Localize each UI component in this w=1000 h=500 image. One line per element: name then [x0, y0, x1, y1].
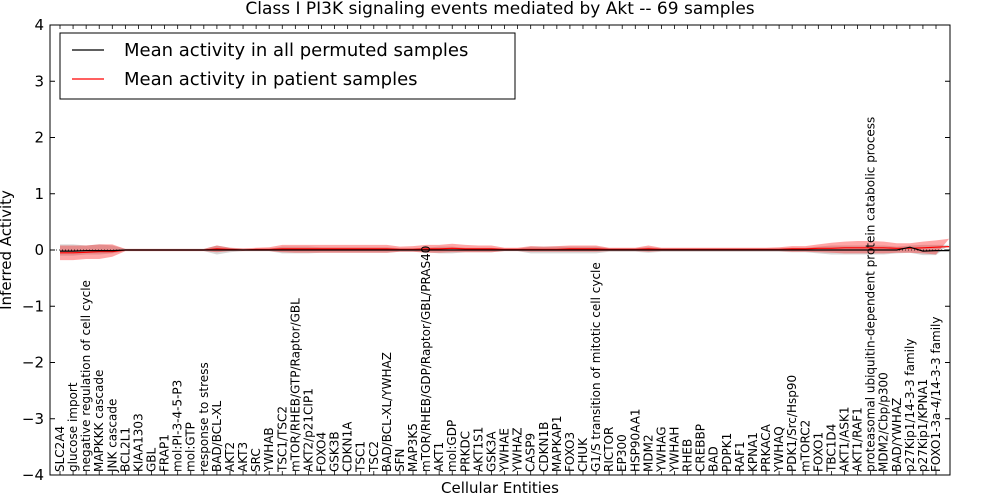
y-tick-label: −1 — [22, 297, 44, 315]
x-category-label: SFN — [393, 449, 407, 473]
legend-label-permuted: Mean activity in all permuted samples — [124, 40, 468, 61]
legend-box — [59, 32, 516, 100]
x-category-label: RICTOR — [602, 427, 616, 472]
x-category-label: BAD/YWHAZ — [890, 398, 904, 472]
x-category-label: BCL2L1 — [118, 427, 132, 472]
x-category-label: TSC1 — [354, 441, 368, 473]
chart-title: Class I PI3K signaling events mediated b… — [245, 0, 754, 19]
x-category-label: MDM2/Cbp/p300 — [877, 372, 891, 472]
x-category-label: KIAA1303 — [131, 413, 145, 472]
x-category-label: MDM2 — [641, 434, 655, 472]
x-category-label: KPNA1 — [746, 432, 760, 472]
x-category-label: BAD/BCL-XL — [210, 400, 224, 472]
x-category-label: mTOR/RHEB/GDP/Raptor/GBL/PRAS40 — [419, 246, 433, 472]
x-category-label: mol:GTP — [184, 422, 198, 472]
x-category-label: AKT2 — [223, 442, 237, 472]
x-category-label: CASP9 — [524, 433, 538, 472]
x-category-label: TBC1D4 — [824, 424, 838, 473]
x-category-label: YWHAQ — [772, 426, 786, 473]
y-tick-label: 0 — [34, 241, 44, 259]
x-category-label: AKT1/RAF1 — [851, 407, 865, 472]
x-category-label: YWHAG — [654, 426, 668, 473]
x-category-label: AKT1 — [432, 442, 446, 472]
x-category-label: mTOR/RHEB/GTP/Raptor/GBL — [288, 298, 302, 472]
x-category-label: FRAP1 — [158, 434, 172, 472]
y-tick-label: 3 — [34, 72, 44, 90]
y-axis-label: Inferred Activity — [0, 190, 15, 310]
x-category-label: response to stress — [197, 362, 211, 472]
x-category-label: GBL — [145, 447, 159, 472]
x-category-label: mTORC2 — [798, 420, 812, 472]
x-category-label: GSK3B — [328, 431, 342, 472]
x-category-label: TSC2 — [367, 441, 381, 473]
x-category-label: mol:GDP — [445, 420, 459, 472]
x-category-label: HSP90AA1 — [628, 408, 642, 472]
x-category-label: mol:PI-3-4-5-P3 — [171, 380, 185, 472]
series-line-permuted — [60, 246, 950, 252]
x-category-label: MAP3K5 — [406, 423, 420, 472]
x-category-label: BAD/BCL-XL/YWHAZ — [380, 352, 394, 472]
x-category-label: PRKACA — [759, 423, 773, 472]
x-category-label: AKT1S1 — [471, 427, 485, 472]
x-category-label: RAF1 — [733, 441, 747, 472]
x-category-label: EP300 — [615, 434, 629, 472]
y-tick-label: −4 — [22, 466, 44, 484]
x-category-label: PDK1/Src/Hsp90 — [785, 375, 799, 472]
x-category-label: MAPKAP1 — [550, 415, 564, 472]
legend-label-patient: Mean activity in patient samples — [124, 69, 418, 90]
x-category-label: CDKN1B — [537, 422, 551, 472]
x-category-label: YWHAE — [498, 428, 512, 473]
x-category-label: CDKN1A — [341, 421, 355, 472]
x-category-label: glucose import — [66, 382, 80, 472]
x-category-label: SLC2A4 — [53, 426, 67, 472]
x-category-label: AKT1/ASK1 — [838, 407, 852, 472]
x-category-label: G1/S transition of mitotic cell cycle — [589, 262, 603, 472]
x-category-label: p27Kip1/KPNA1 — [916, 379, 930, 472]
x-category-label: p27Kip1/14-3-3 family — [903, 339, 917, 472]
x-category-label: YWHAZ — [511, 427, 525, 473]
y-tick-label: −3 — [22, 410, 44, 428]
x-category-label: CREBBP — [694, 424, 708, 472]
x-category-label: proteasomal ubiquitin-dependent protein … — [864, 117, 878, 472]
x-category-label: FOXO3 — [563, 432, 577, 472]
x-category-label: AKT2/p21CIP1 — [301, 388, 315, 472]
y-tick-label: −2 — [22, 354, 44, 372]
x-category-label: FOXO1 — [811, 432, 825, 472]
x-category-label: CHUK — [576, 437, 590, 472]
x-category-label: MAPKKK cascade — [92, 370, 106, 472]
x-category-label: AKT3 — [236, 442, 250, 472]
x-category-label: TSC1/TSC2 — [275, 406, 289, 473]
x-category-label: RHEB — [681, 439, 695, 472]
x-category-label: YWHAB — [262, 427, 276, 473]
x-category-label: FOXO1-3a-4/14-3-3 family — [929, 317, 943, 473]
x-category-label: PDPK1 — [720, 433, 734, 472]
x-axis-label: Cellular Entities — [441, 479, 559, 497]
y-tick-label: 2 — [34, 129, 44, 147]
x-category-label: JNK cascade — [105, 399, 119, 473]
legend: Mean activity in all permuted samples Me… — [59, 32, 516, 100]
x-category-label: GSK3A — [485, 431, 499, 472]
y-tick-label: 1 — [34, 185, 44, 203]
x-category-label: YWHAH — [668, 427, 682, 473]
y-tick-label: 4 — [34, 16, 44, 34]
x-category-label: BAD — [707, 446, 721, 472]
x-category-label: SRC — [249, 448, 263, 472]
x-category-label: PRKDC — [458, 431, 472, 472]
x-category-label: negative regulation of cell cycle — [79, 280, 93, 472]
x-category-label: FOXO4 — [315, 432, 329, 472]
